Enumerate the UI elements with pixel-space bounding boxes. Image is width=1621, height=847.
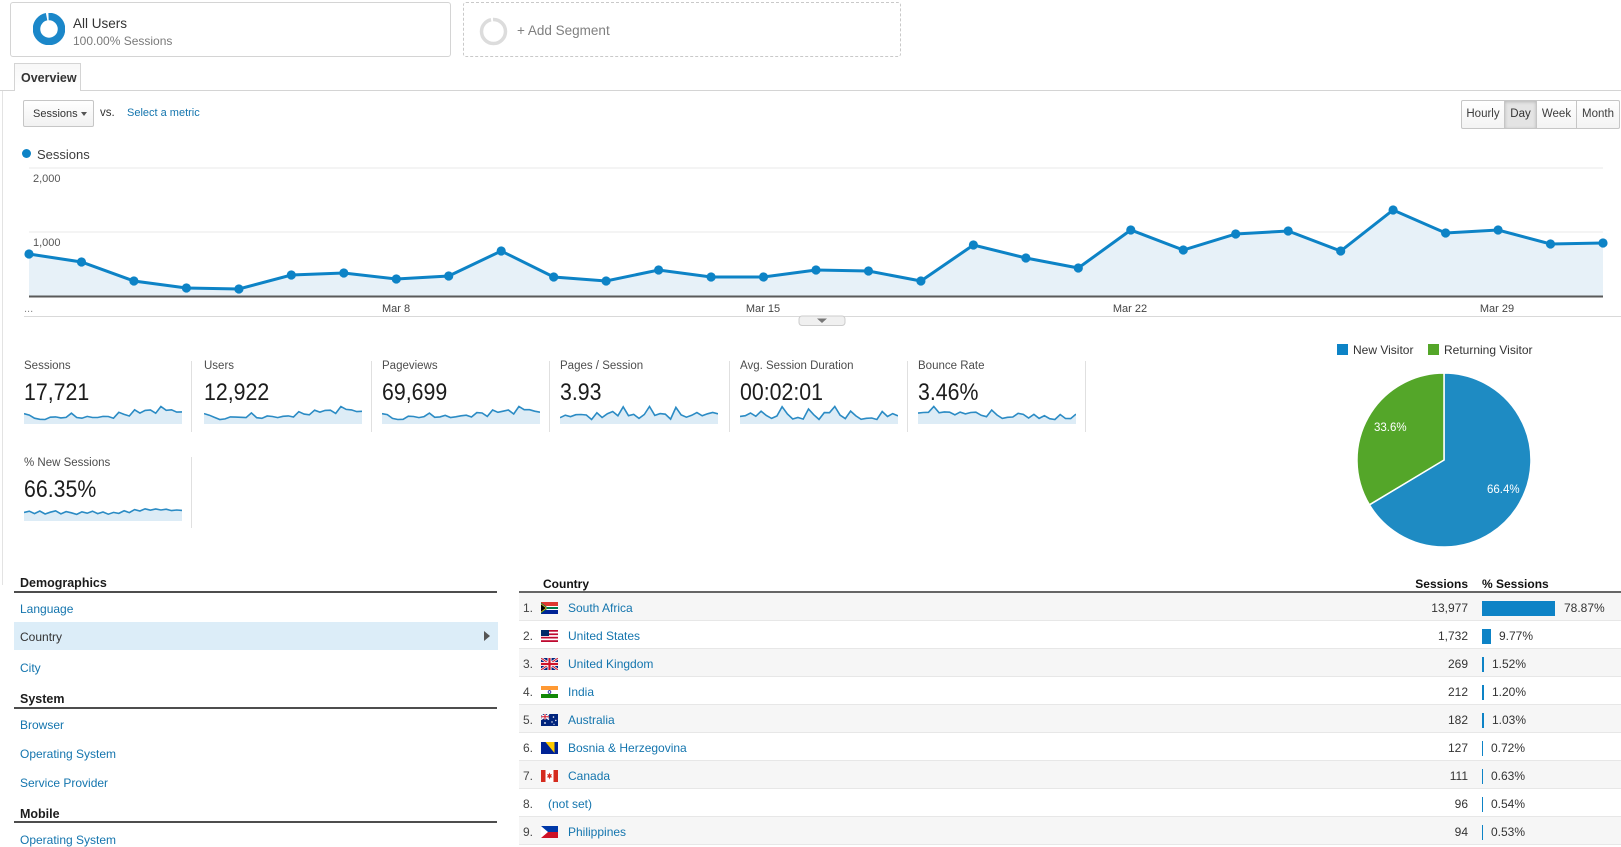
- svg-text:1,000: 1,000: [33, 237, 61, 249]
- svg-text:...: ...: [24, 303, 33, 315]
- svg-text:Mar 15: Mar 15: [746, 303, 780, 315]
- svg-text:33.6%: 33.6%: [1374, 422, 1407, 434]
- svg-text:66.4%: 66.4%: [1487, 484, 1520, 496]
- svg-text:Mar 8: Mar 8: [382, 303, 410, 315]
- svg-text:Mar 29: Mar 29: [1480, 303, 1514, 315]
- svg-text:2,000: 2,000: [33, 173, 61, 185]
- svg-text:Mar 22: Mar 22: [1113, 303, 1147, 315]
